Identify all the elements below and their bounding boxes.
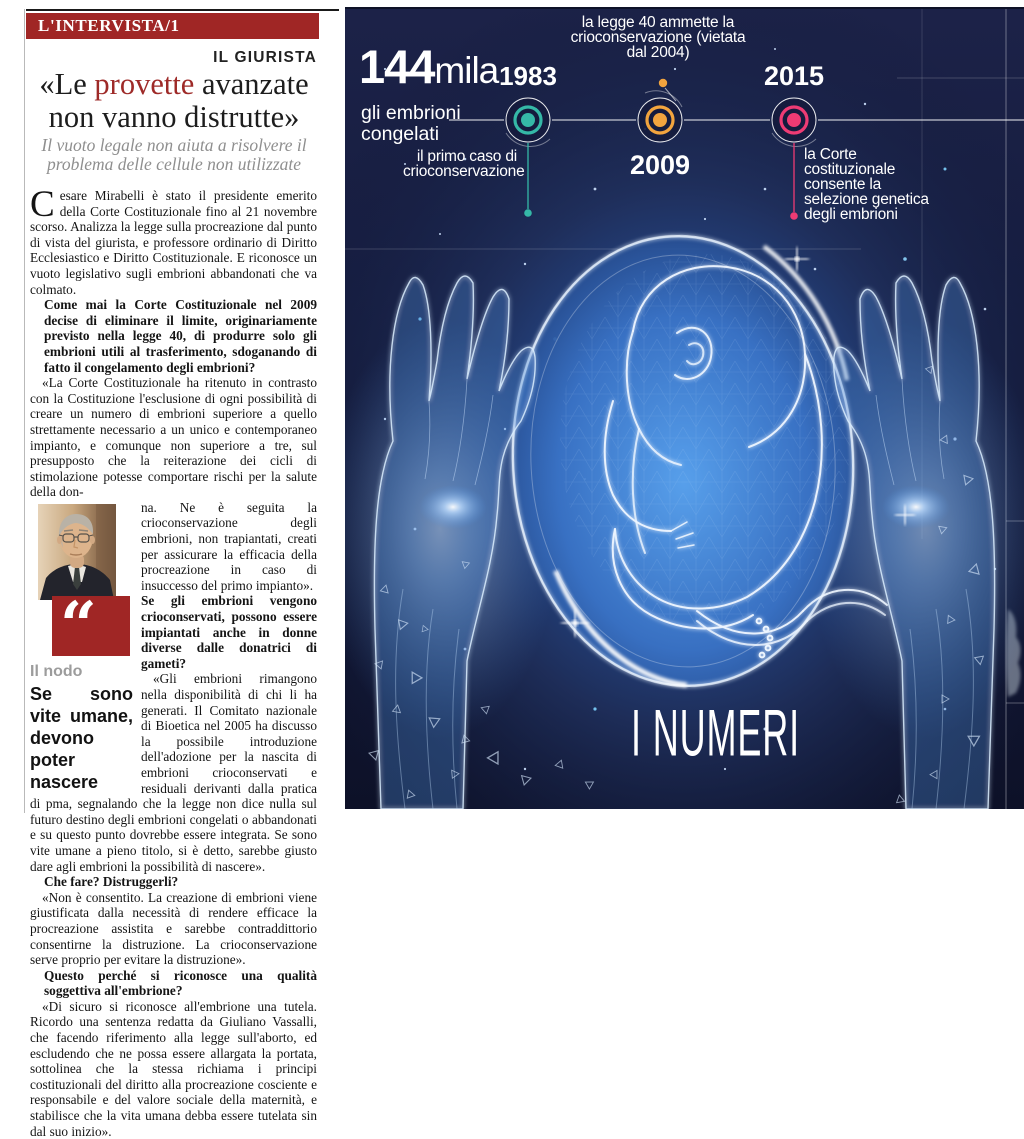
answer-3: «Non è consentito. La creazione di embri…	[30, 889, 317, 968]
question-3: Che fare? Distruggerli?	[44, 874, 179, 890]
pull-quote: Se sono vite umane, devono poter nascere	[30, 684, 133, 793]
column-left-rule	[24, 9, 25, 813]
dropcap: C	[30, 184, 55, 225]
newspaper-page: { "kicker": "L'INTERVISTA/1", "eyebrow":…	[24, 7, 1024, 1139]
article-sidebar: “ Il nodo Se sono vite umane, devono pot…	[30, 503, 133, 794]
timeline-node-2009	[637, 78, 683, 143]
article-headline: «Le provette avanzate non vanno distrutt…	[28, 68, 320, 134]
timeline-node-2015	[771, 97, 817, 220]
headline-accent: provette	[94, 67, 195, 101]
infographic-artwork	[345, 9, 1024, 809]
sidebar-label: Il nodo	[30, 662, 83, 680]
article-eyebrow: IL GIURISTA	[213, 49, 317, 66]
timeline-year-2009: 2009	[629, 150, 691, 180]
question-4: Questo perché si riconosce una qualità s…	[44, 967, 317, 999]
quote-mark-icon: “	[60, 587, 97, 663]
question-1: Come mai la Corte Costituzionale nel 200…	[44, 297, 317, 375]
timeline-label-2015: la Corte costituzionale consente la sele…	[804, 146, 929, 223]
timeline-label-1983: il primo caso di crioconservazione	[403, 148, 525, 180]
infographic-title: I NUMERI	[631, 697, 800, 771]
answer-1-part1: «La Corte Costituzionale ha ritenuto in …	[30, 375, 317, 500]
poly-mesh	[560, 254, 850, 624]
timeline	[449, 78, 1024, 220]
fetus	[603, 265, 888, 659]
stat-caption: gli embrioni congelati	[361, 102, 461, 145]
question-2: Se gli embrioni vengono crioconservati, …	[141, 593, 317, 671]
sparkles	[561, 247, 915, 637]
infographic-panel: 144mila gli embrioni congelati 1983 il p…	[345, 7, 1024, 809]
stat-unit: mila	[434, 50, 499, 91]
stat-value: 144	[359, 40, 435, 93]
headline-pre: «Le	[39, 67, 95, 101]
headline-post: avanzate non vanno distrutte»	[48, 67, 309, 134]
article-standfirst: Il vuoto legale non aiuta a risolvere il…	[41, 135, 307, 174]
answer-1-part2: na. Ne è seguita la crioconservazione de…	[141, 499, 317, 593]
timeline-label-2009: la legge 40 ammette la crioconservazione…	[570, 14, 746, 61]
stat-headline: 144mila	[359, 39, 499, 94]
section-kicker: L'INTERVISTA/1	[26, 13, 319, 39]
timeline-node-1983	[505, 97, 551, 217]
page-top-rule	[26, 9, 339, 11]
interviewee-photo	[38, 503, 116, 600]
hand	[373, 275, 536, 809]
timeline-year-1983: 1983	[499, 61, 557, 91]
timeline-year-2015: 2015	[763, 61, 825, 91]
answer-4: «Di sicuro si riconosce all'embrione una…	[30, 998, 317, 1139]
quote-mark-box: “	[52, 587, 130, 663]
